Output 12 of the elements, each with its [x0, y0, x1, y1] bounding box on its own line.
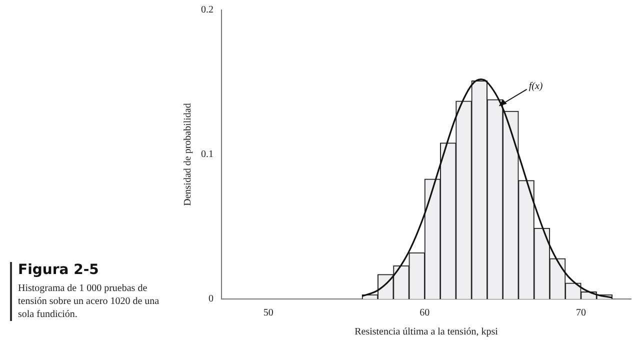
- y-tick-label: 0.2: [201, 4, 214, 16]
- y-tick-label: 0: [208, 294, 214, 305]
- x-tick-label: 60: [420, 308, 430, 319]
- y-tick-label: 0.1: [201, 149, 214, 160]
- text: Histograma de 1 000 pruebas de tensión sobre un acero 1020 de una sola fundición.: [18, 282, 160, 321]
- text: Figura 2-5: [18, 262, 100, 278]
- text: f(x): [528, 80, 544, 92]
- y-axis-title: Densidad de probabilidad: [182, 103, 194, 206]
- x-axis-title: Resistencia última a la tensión, kpsi: [354, 326, 498, 338]
- x-tick-label: 50: [263, 308, 274, 319]
- x-tick-label: 70: [576, 308, 586, 319]
- line-series: [361, 78, 614, 298]
